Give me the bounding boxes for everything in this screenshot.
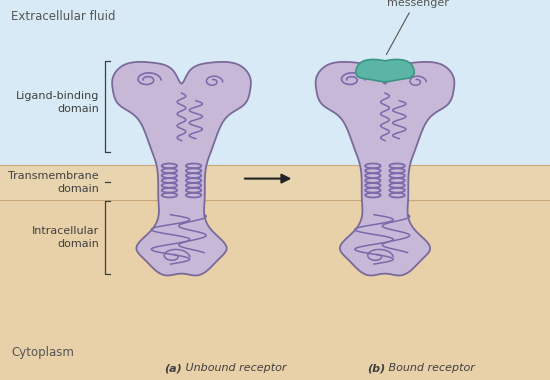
- Text: Ligand-binding
domain: Ligand-binding domain: [15, 92, 99, 114]
- Text: Chemical
messenger: Chemical messenger: [386, 0, 449, 55]
- Text: Cytoplasm: Cytoplasm: [11, 346, 74, 359]
- Polygon shape: [112, 62, 251, 276]
- Text: Transmembrane
domain: Transmembrane domain: [8, 171, 99, 193]
- Text: (a): (a): [164, 363, 182, 373]
- Text: Bound receptor: Bound receptor: [385, 363, 475, 373]
- Polygon shape: [356, 59, 414, 82]
- Text: (b): (b): [367, 363, 385, 373]
- Text: Intracellular
domain: Intracellular domain: [32, 226, 99, 249]
- Text: Extracellular fluid: Extracellular fluid: [11, 10, 116, 22]
- Bar: [0, 165, 550, 200]
- Text: Unbound receptor: Unbound receptor: [182, 363, 286, 373]
- Bar: [0, 200, 550, 380]
- Polygon shape: [316, 62, 454, 276]
- Bar: [0, 0, 550, 165]
